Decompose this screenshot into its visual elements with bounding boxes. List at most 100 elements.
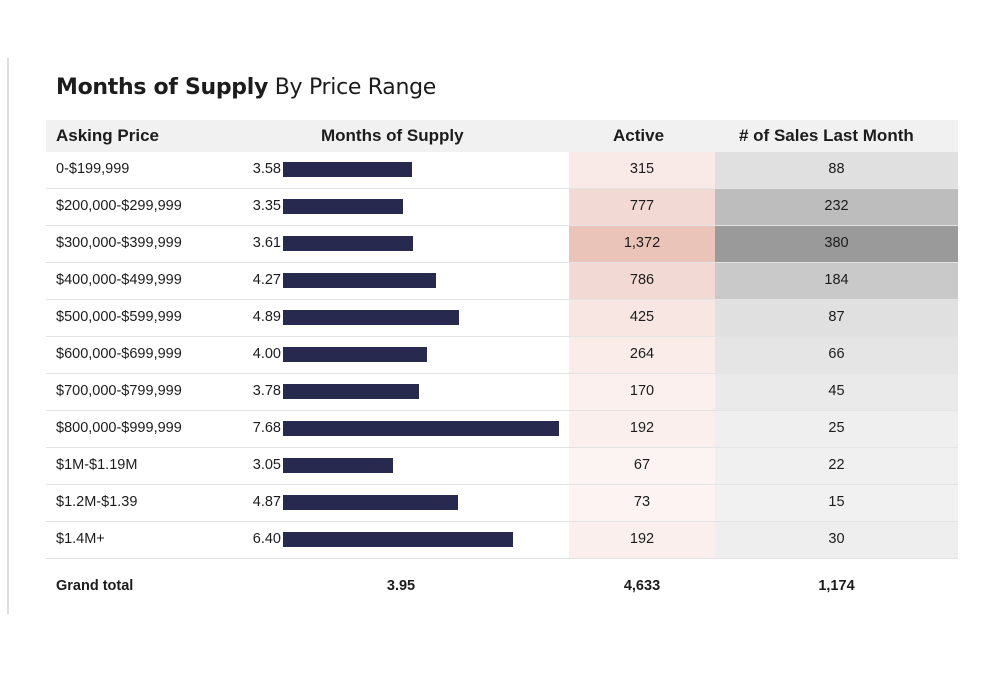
- months-supply-bar: [283, 162, 412, 177]
- sales-heat-cell: [715, 448, 958, 484]
- active-value: 192: [629, 531, 655, 547]
- table-row: $600,000-$699,999 4.00 264 66: [46, 337, 958, 374]
- months-value-label: 4.00: [252, 346, 281, 362]
- sales-value: 30: [828, 531, 845, 547]
- sales-value: 15: [828, 494, 845, 510]
- sales-heat-cell: [715, 337, 958, 373]
- sales-heat-cell: [715, 152, 958, 188]
- months-supply-bar: [283, 347, 427, 362]
- active-heat-cell: [569, 300, 715, 336]
- active-heat-cell: [569, 263, 715, 299]
- table-row: $500,000-$599,999 4.89 425 87: [46, 300, 958, 337]
- table-row: $200,000-$299,999 3.35 777 232: [46, 189, 958, 226]
- asking-price-cell: $600,000-$699,999: [56, 346, 182, 362]
- table-header: Asking Price Months of Supply Active # o…: [46, 120, 958, 152]
- sales-heat-cell: [715, 226, 958, 262]
- months-value-label: 3.05: [252, 457, 281, 473]
- months-value-label: 6.40: [252, 531, 281, 547]
- active-heat-cell: [569, 189, 715, 225]
- asking-price-cell: $1.2M-$1.39: [56, 494, 138, 510]
- months-value-label: 4.27: [252, 272, 281, 288]
- months-supply-bar: [283, 458, 393, 473]
- table-row: $700,000-$799,999 3.78 170 45: [46, 374, 958, 411]
- title-light: By Price Range: [274, 75, 437, 100]
- asking-price-cell: $1.4M+: [56, 531, 105, 547]
- sales-heat-cell: [715, 189, 958, 225]
- sales-value: 88: [828, 161, 845, 177]
- grand-total-label: Grand total: [56, 578, 134, 594]
- active-value: 1,372: [623, 235, 661, 251]
- table-row: $800,000-$999,999 7.68 192 25: [46, 411, 958, 448]
- sales-heat-cell: [715, 300, 958, 336]
- active-heat-cell: [569, 485, 715, 521]
- sales-value: 380: [824, 235, 849, 251]
- asking-price-cell: $200,000-$299,999: [56, 198, 182, 214]
- sales-value: 87: [828, 309, 845, 325]
- months-supply-bar: [283, 384, 419, 399]
- active-heat-cell: [569, 411, 715, 447]
- sales-value: 232: [824, 198, 849, 214]
- active-heat-cell: [569, 522, 715, 558]
- asking-price-cell: $700,000-$799,999: [56, 383, 182, 399]
- sales-heat-cell: [715, 522, 958, 558]
- active-heat-cell: [569, 374, 715, 410]
- table-row: 0-$199,999 3.58 315 88: [46, 152, 958, 189]
- table-body: 0-$199,999 3.58 315 88 $200,000-$299,999 3.35…: [46, 152, 958, 559]
- page-title: Months of Supply By Price Range: [56, 70, 436, 106]
- active-value: 192: [629, 420, 655, 436]
- months-supply-bar: [283, 421, 559, 436]
- table-row: $1.2M-$1.39 4.87 73 15: [46, 485, 958, 522]
- active-heat-cell: [569, 152, 715, 188]
- active-value: 786: [629, 272, 655, 288]
- header-sales-last-month: # of Sales Last Month: [739, 126, 914, 145]
- active-value: 73: [633, 494, 651, 510]
- asking-price-cell: $1M-$1.19M: [56, 457, 138, 473]
- table-row: $400,000-$499,999 4.27 786 184: [46, 263, 958, 300]
- header-months-of-supply: Months of Supply: [321, 126, 464, 145]
- active-value: 777: [629, 198, 655, 214]
- months-value-label: 3.78: [252, 383, 281, 399]
- header-active: Active: [613, 126, 665, 145]
- sales-value: 66: [828, 346, 845, 362]
- active-value: 67: [633, 457, 651, 473]
- asking-price-cell: $800,000-$999,999: [56, 420, 182, 436]
- active-value: 315: [629, 161, 655, 177]
- grand-total-row: Grand total 3.95 4,633 1,174: [46, 559, 958, 613]
- months-value-label: 3.61: [252, 235, 281, 251]
- months-value-label: 4.89: [252, 309, 281, 325]
- months-supply-bar: [283, 495, 458, 510]
- active-value: 425: [629, 309, 655, 325]
- sales-value: 25: [828, 420, 845, 436]
- asking-price-cell: $500,000-$599,999: [56, 309, 182, 325]
- table-row: $300,000-$399,999 3.61 1,372 380: [46, 226, 958, 263]
- grand-total-sales: 1,174: [818, 578, 855, 594]
- grand-total-months: 3.95: [386, 578, 416, 594]
- sales-value: 45: [828, 383, 845, 399]
- months-value-label: 3.58: [252, 161, 281, 177]
- table-row: $1M-$1.19M 3.05 67 22: [46, 448, 958, 485]
- asking-price-cell: 0-$199,999: [56, 161, 130, 177]
- title-bold: Months of Supply: [56, 75, 269, 100]
- asking-price-cell: $300,000-$399,999: [56, 235, 182, 251]
- sales-heat-cell: [715, 263, 958, 299]
- months-supply-bar: [283, 199, 403, 214]
- active-value: 264: [629, 346, 655, 362]
- months-value-label: 4.87: [252, 494, 281, 510]
- table-row: $1.4M+ 6.40 192 30: [46, 522, 958, 559]
- active-heat-cell: [569, 226, 715, 262]
- sales-value: 184: [824, 272, 849, 288]
- active-heat-cell: [569, 448, 715, 484]
- sales-heat-cell: [715, 485, 958, 521]
- page-left-rule: [7, 58, 9, 614]
- months-value-label: 7.68: [252, 420, 281, 436]
- grand-total-active: 4,633: [623, 578, 661, 594]
- months-supply-bar: [283, 532, 513, 547]
- months-supply-bar: [283, 236, 413, 251]
- asking-price-cell: $400,000-$499,999: [56, 272, 182, 288]
- months-value-label: 3.35: [252, 198, 281, 214]
- months-supply-bar: [283, 310, 459, 325]
- active-heat-cell: [569, 337, 715, 373]
- supply-table: Asking Price Months of Supply Active # o…: [46, 120, 958, 613]
- sales-heat-cell: [715, 411, 958, 447]
- sales-heat-cell: [715, 374, 958, 410]
